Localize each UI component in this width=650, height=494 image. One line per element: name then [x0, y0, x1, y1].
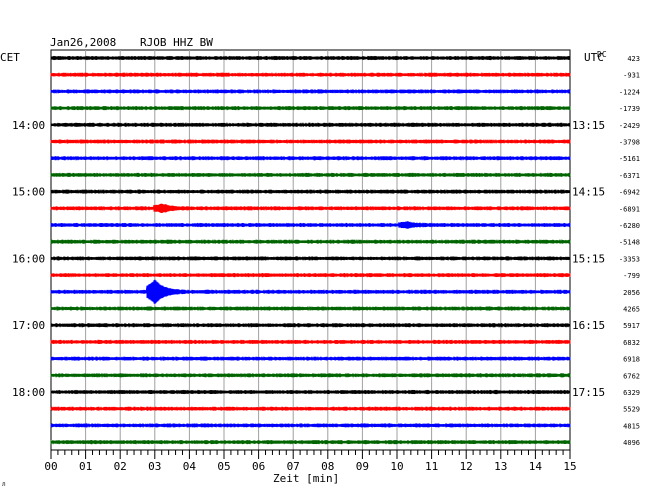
dc-offset-label: -6891: [619, 205, 640, 213]
dc-offset-label: 4265: [623, 306, 640, 314]
trace-line: [50, 279, 571, 305]
right-hour-label: 16:15: [572, 319, 605, 332]
trace-line: [50, 439, 571, 445]
right-timezone-label: UTC: [584, 51, 604, 64]
x-tick-label: 06: [252, 460, 265, 473]
trace-line: [50, 105, 571, 111]
header-date: Jan26,2008: [50, 36, 116, 49]
dc-offset-label: 423: [627, 55, 640, 63]
trace-line: [50, 172, 571, 178]
trace-line: [50, 256, 571, 261]
left-hour-label: 17:00: [12, 319, 45, 332]
dc-offset-label: -5161: [619, 155, 640, 163]
x-tick-label: 13: [494, 460, 507, 473]
x-tick-label: 09: [356, 460, 369, 473]
minute-gridlines: [85, 50, 536, 450]
x-tick-label: 08: [321, 460, 334, 473]
x-tick-label: 14: [529, 460, 543, 473]
left-hour-label: 18:00: [12, 386, 45, 399]
left-hour-labels: 14:00 15:00 16:00 17:00 18:00: [12, 119, 45, 399]
trace-line: [50, 406, 571, 411]
dc-offset-label: 5917: [623, 322, 640, 330]
header-station: RJOB HHZ BW: [140, 36, 213, 49]
dc-offset-label: 5529: [623, 406, 640, 414]
x-tick-label: 10: [390, 460, 403, 473]
x-tick-label: 03: [148, 460, 161, 473]
left-hour-label: 15:00: [12, 186, 45, 199]
dc-offset-label: -6371: [619, 172, 640, 180]
dc-offset-label: -1224: [619, 88, 640, 96]
x-axis-label: Zeit [min]: [273, 472, 339, 485]
left-hour-label: 14:00: [12, 119, 45, 132]
trace-line: [50, 189, 571, 194]
x-axis: 00 01 02 03 04 05 06 07 08 09 10 11 12 13 14 15: [44, 449, 577, 473]
x-tick-label: 12: [460, 460, 473, 473]
dc-offset-label: 4815: [623, 422, 640, 430]
trace-line: [50, 72, 571, 77]
dc-offset-label: -3353: [619, 255, 640, 263]
dc-offset-label: -6280: [619, 222, 640, 230]
dc-offset-label: -2429: [619, 122, 640, 130]
left-hour-label: 16:00: [12, 252, 45, 265]
x-tick-label: 04: [183, 460, 197, 473]
dc-offset-label: 6762: [623, 372, 640, 380]
trace-line: [50, 139, 571, 144]
x-tick-label: 05: [217, 460, 230, 473]
x-tick-label: 15: [563, 460, 576, 473]
dc-offset-label: -931: [623, 72, 640, 80]
dc-label: DC: [597, 50, 607, 59]
dc-offset-label: 6918: [623, 356, 640, 364]
trace-line: [50, 373, 571, 378]
x-tick-label: 11: [425, 460, 438, 473]
trace-line: [50, 122, 571, 127]
trace-line: [50, 323, 571, 328]
right-hour-label: 15:15: [572, 252, 605, 265]
trace-line: [50, 389, 571, 395]
dc-offset-label: 4096: [623, 439, 640, 447]
dc-offset-label: 6329: [623, 389, 640, 397]
dc-offset-label: -6942: [619, 189, 640, 197]
right-hour-label: 14:15: [572, 186, 605, 199]
trace-line: [50, 239, 571, 244]
trace-line: [50, 89, 571, 94]
dc-offset-labels: 423 -931 -1224 -1739 -2429 -3798 -5161 -6371 -69…: [619, 55, 640, 447]
right-hour-label: 17:15: [572, 386, 605, 399]
x-tick-label: 01: [79, 460, 92, 473]
trace-line: [50, 55, 571, 61]
dc-offset-label: 6832: [623, 339, 640, 347]
x-tick-label: 02: [114, 460, 127, 473]
trace-line: [50, 203, 571, 213]
corner-mark: л: [2, 481, 6, 488]
seismic-traces: [50, 55, 571, 445]
trace-line: [50, 306, 571, 311]
dc-offset-label: -5148: [619, 239, 640, 247]
trace-line: [50, 356, 571, 361]
x-tick-label: 07: [287, 460, 300, 473]
right-hour-label: 13:15: [572, 119, 605, 132]
dc-offset-label: 2056: [623, 289, 640, 297]
x-tick-label: 00: [44, 460, 57, 473]
dc-offset-label: -3798: [619, 139, 640, 147]
right-hour-labels: 13:15 14:15 15:15 16:15 17:15: [572, 119, 605, 399]
trace-line: [50, 423, 571, 428]
left-timezone-label: CET: [0, 51, 20, 64]
trace-line: [50, 272, 571, 278]
trace-line: [50, 339, 571, 345]
dc-offset-label: -1739: [619, 105, 640, 113]
dc-offset-label: -799: [623, 272, 640, 280]
trace-line: [50, 221, 571, 229]
trace-line: [50, 156, 571, 161]
